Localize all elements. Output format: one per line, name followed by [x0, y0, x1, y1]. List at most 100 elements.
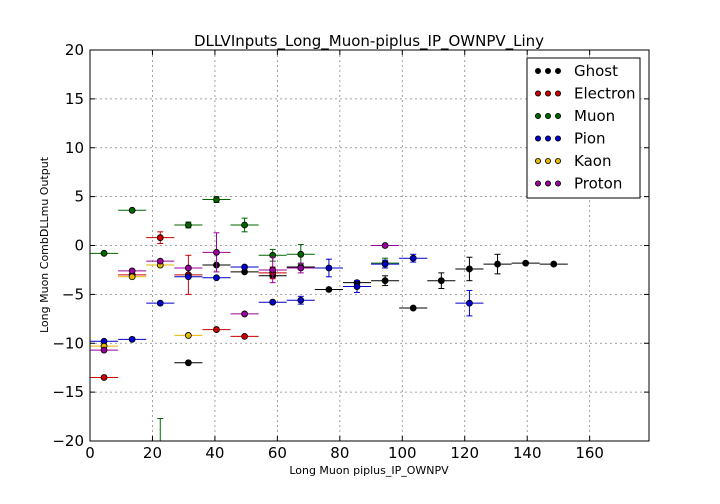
chart-title: DLLVInputs_Long_Muon-piplus_IP_OWNPV_Lin…: [194, 32, 544, 51]
y-tick-label: 10: [65, 139, 84, 157]
data-point: [258, 298, 287, 306]
data-point: [118, 267, 147, 275]
data-point: [174, 264, 203, 272]
point-marker: [466, 299, 473, 307]
y-tick-label: −15: [52, 383, 84, 401]
point-marker: [381, 260, 389, 268]
legend-item: Ghost: [535, 62, 618, 80]
legend-marker: [545, 157, 552, 164]
data-point: [399, 253, 428, 263]
legend-marker: [545, 135, 552, 142]
x-tick-label: 0: [85, 444, 95, 462]
point-marker: [184, 221, 192, 229]
series-proton: [90, 232, 400, 354]
data-point: [230, 333, 259, 340]
legend-label: Pion: [574, 130, 606, 148]
data-point: [455, 256, 484, 282]
point-marker: [409, 254, 417, 262]
data-point: [202, 196, 231, 203]
legend-label: Kaon: [574, 152, 611, 170]
data-point: [399, 304, 428, 312]
legend-marker: [535, 113, 542, 120]
x-tick-label: 20: [143, 444, 162, 462]
data-point: [90, 346, 119, 354]
legend-item: Muon: [535, 107, 615, 125]
legend-marker: [535, 68, 542, 75]
legend-item: Electron: [535, 85, 636, 103]
x-axis-label: Long Muon piplus_IP_OWNPV: [289, 464, 449, 477]
point-marker: [184, 273, 192, 281]
point-marker: [213, 248, 220, 256]
data-point: [146, 257, 175, 265]
data-point: [371, 242, 400, 249]
legend-item: Kaon: [535, 152, 611, 170]
point-marker: [156, 257, 164, 265]
point-marker: [128, 335, 136, 343]
y-tick-label: 15: [65, 90, 84, 108]
data-point: [174, 359, 203, 367]
legend-marker: [545, 113, 552, 120]
data-point: [286, 244, 315, 265]
data-point: [174, 221, 203, 229]
point-marker: [550, 260, 558, 268]
data-point: [539, 260, 568, 268]
point-marker: [213, 196, 220, 203]
point-marker: [325, 264, 333, 272]
data-point: [455, 289, 484, 317]
data-point: [314, 258, 343, 278]
x-tick-label: 40: [205, 444, 224, 462]
legend-item: Pion: [535, 130, 606, 148]
legend-marker: [535, 157, 542, 164]
legend-marker: [555, 135, 562, 142]
legend-marker: [545, 90, 552, 97]
point-marker: [297, 250, 305, 258]
point-marker: [409, 304, 417, 312]
point-marker: [381, 277, 389, 285]
x-tick-label: 60: [268, 444, 287, 462]
point-marker: [213, 274, 220, 282]
point-marker: [494, 260, 501, 268]
data-point: [90, 374, 119, 381]
x-tick-label: 100: [388, 444, 417, 462]
legend-marker: [535, 180, 542, 187]
legend-marker: [535, 90, 542, 97]
data-point: [483, 253, 512, 275]
y-tick-label: 5: [74, 188, 84, 206]
x-tick-label: 120: [450, 444, 479, 462]
data-point: [146, 231, 175, 245]
point-marker: [437, 277, 445, 285]
point-marker: [297, 264, 305, 272]
point-marker: [241, 263, 248, 271]
legend-label: Ghost: [574, 62, 618, 80]
point-marker: [325, 286, 333, 293]
data-point: [202, 232, 231, 273]
data-point: [90, 337, 119, 345]
data-point: [230, 310, 259, 318]
point-marker: [156, 234, 164, 242]
y-tick-label: −5: [62, 285, 84, 303]
legend-marker: [535, 135, 542, 142]
legend-marker: [555, 157, 562, 164]
data-point: [371, 275, 400, 287]
point-marker: [100, 374, 108, 381]
data-point: [286, 295, 315, 305]
data-point: [371, 259, 400, 269]
data-points: [90, 196, 568, 442]
x-tick-label: 160: [575, 444, 604, 462]
legend-marker: [555, 180, 562, 187]
y-tick-label: −10: [52, 334, 84, 352]
point-marker: [297, 296, 305, 304]
x-tick-label: 80: [330, 444, 349, 462]
legend-box: [526, 57, 641, 199]
data-point: [202, 274, 231, 282]
data-point: [174, 332, 203, 339]
point-marker: [156, 299, 164, 307]
data-point: [314, 286, 343, 293]
data-point: [90, 249, 119, 257]
point-marker: [184, 264, 192, 272]
legend-item: Proton: [535, 175, 622, 193]
point-marker: [100, 249, 108, 257]
legend-label: Electron: [574, 85, 636, 103]
point-marker: [269, 266, 277, 274]
data-point: [146, 299, 175, 307]
